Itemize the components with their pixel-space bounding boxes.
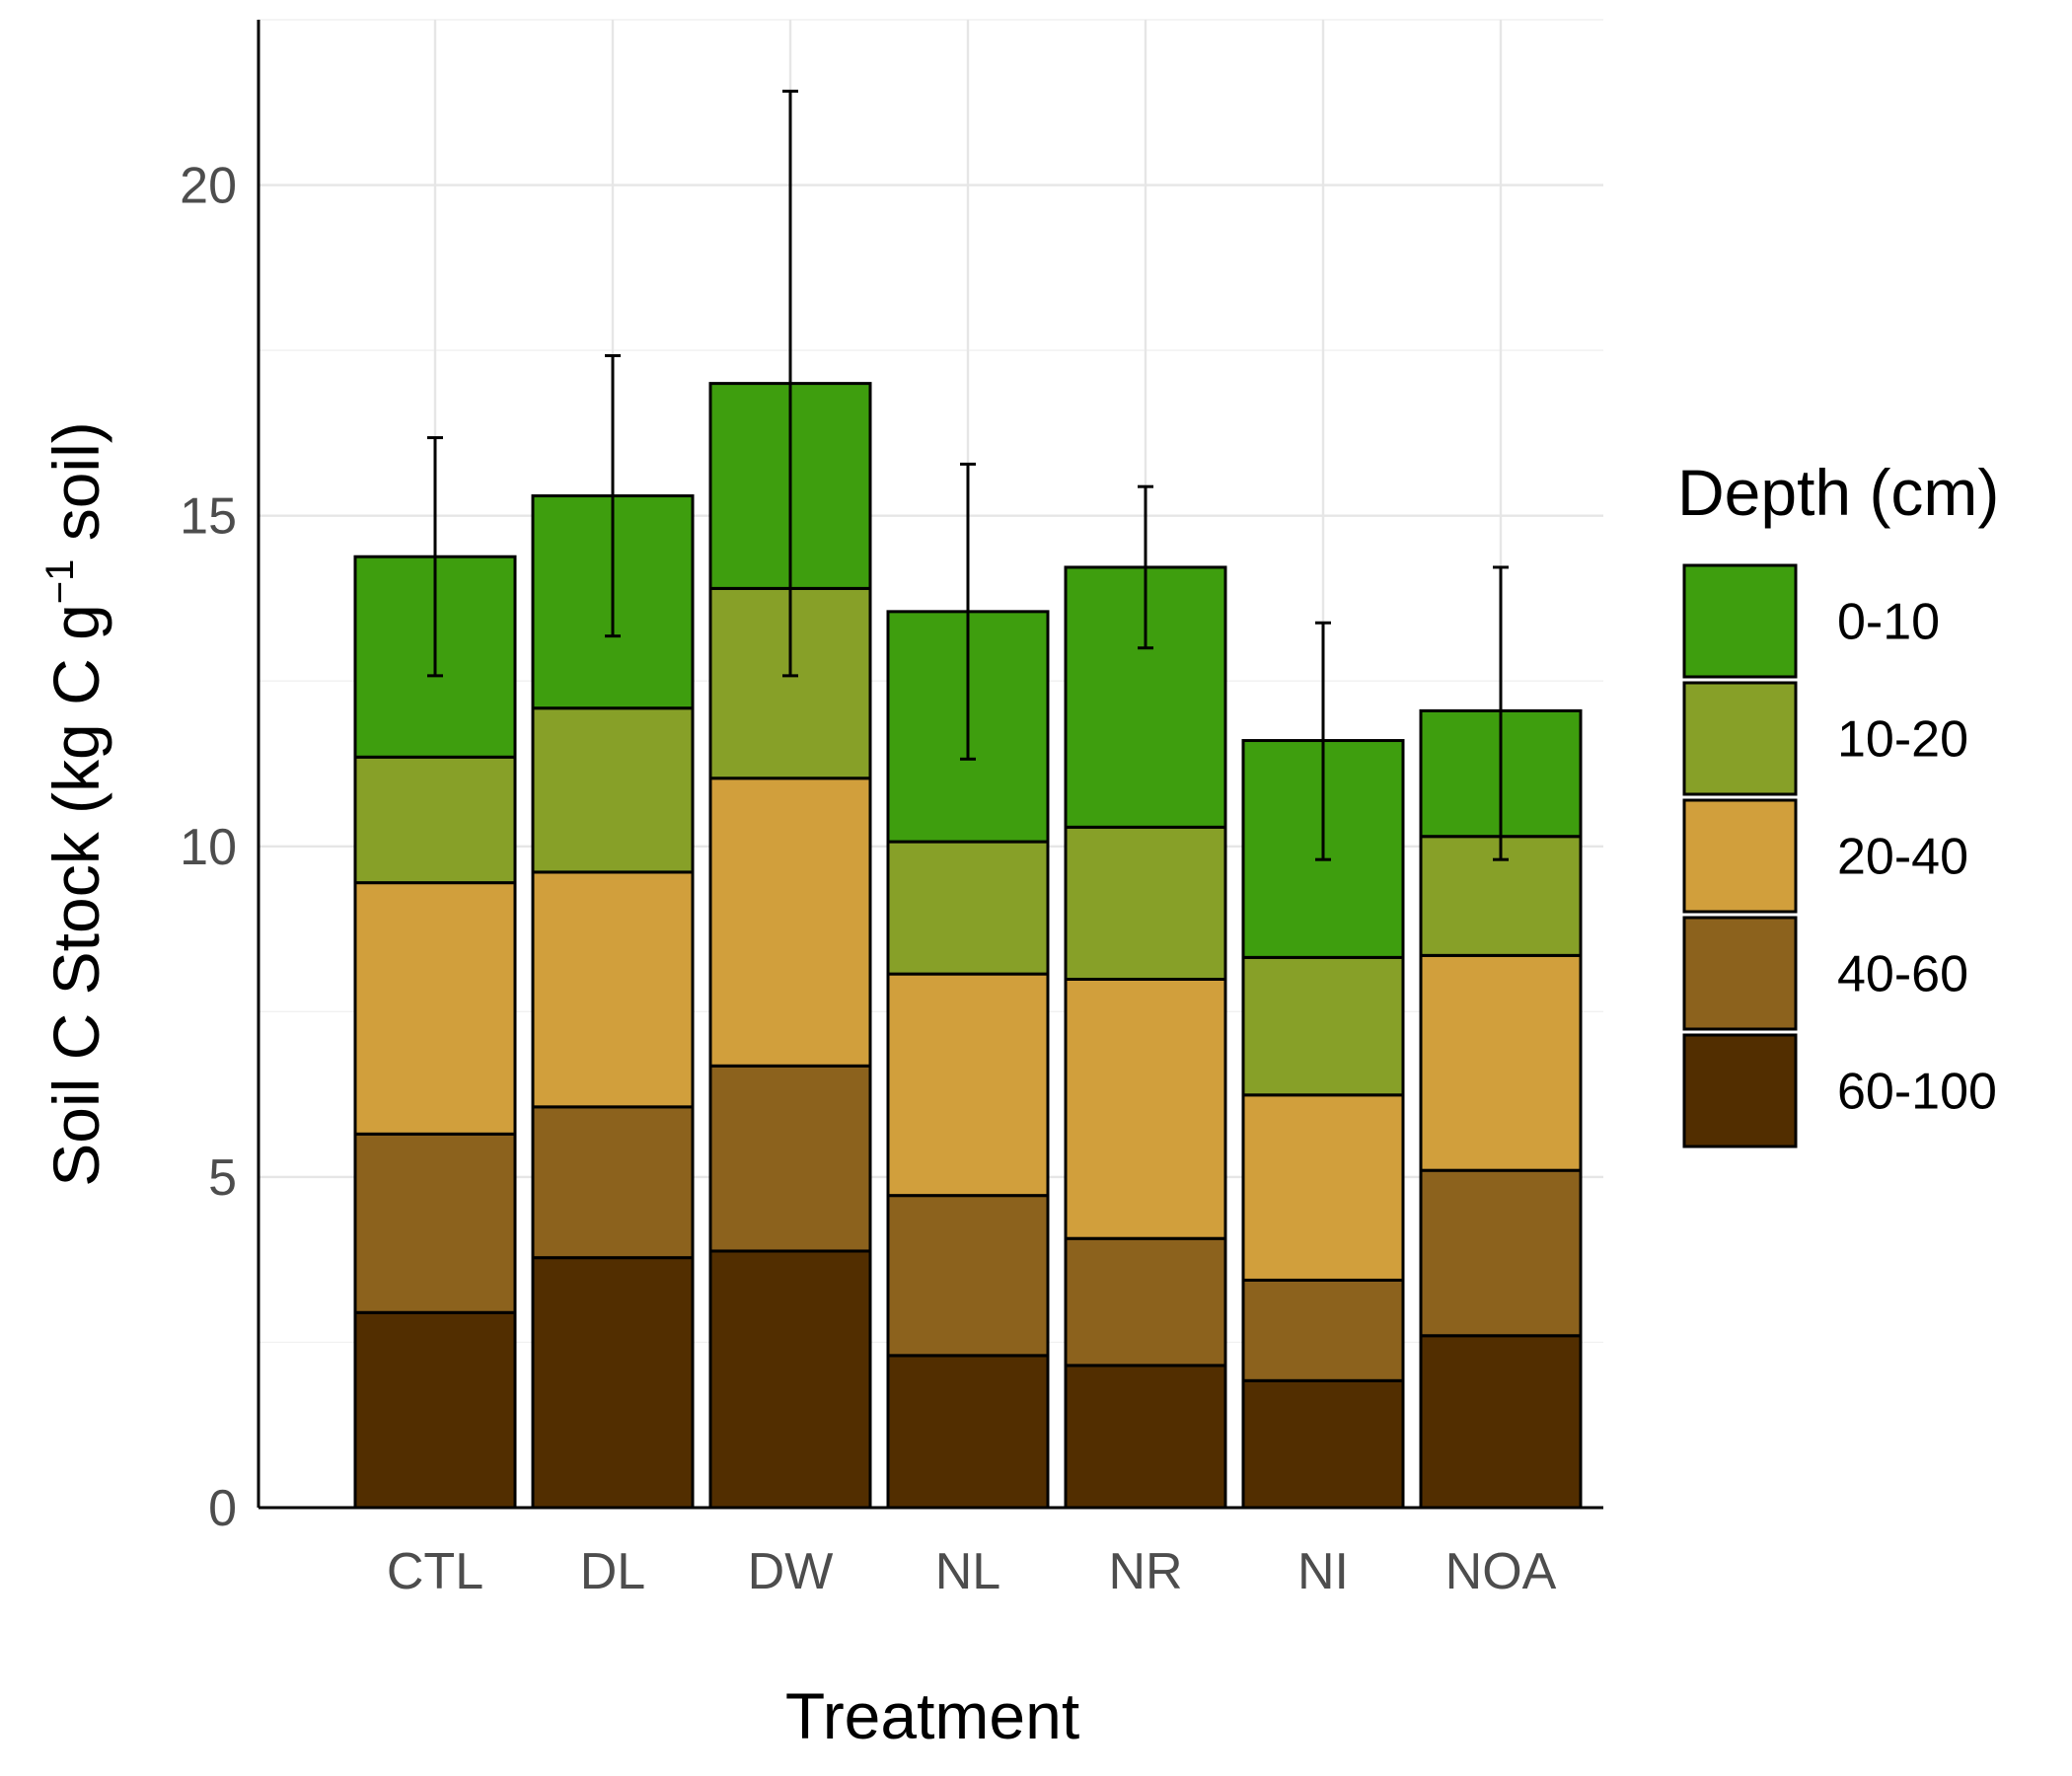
error-bars	[427, 89, 1509, 861]
bar-nl-20-40	[886, 972, 1050, 1198]
error-bar-dw	[782, 89, 798, 678]
x-tick-label-ni: NI	[1297, 1543, 1349, 1600]
legend-label-20-40: 20-40	[1837, 829, 1968, 886]
x-axis-title: Treatment	[785, 1679, 1079, 1752]
bar-ni-10-20	[1241, 955, 1405, 1097]
legend-label-40-60: 40-60	[1837, 946, 1968, 1003]
tick-labels: 0 5 10 15 20 CTL DL DW NL NR NI NOA	[180, 158, 1557, 1600]
y-tick-label: 15	[180, 488, 237, 546]
legend-key-40-60	[1682, 916, 1798, 1031]
bar-ctl-40-60	[353, 1132, 517, 1314]
x-tick-label-ctl: CTL	[387, 1543, 483, 1600]
x-tick-label-dl: DL	[580, 1543, 645, 1600]
bar-ni-40-60	[1241, 1278, 1405, 1382]
bar-nl-60-100	[886, 1354, 1050, 1510]
x-tick-label-nl: NL	[935, 1543, 1000, 1600]
y-tick-label: 5	[208, 1149, 237, 1207]
legend: Depth (cm) 0-10 10-20 20-40 40-60 60-100	[1677, 456, 1999, 1148]
bar-ctl-60-100	[353, 1310, 517, 1510]
y-axis-title-prefix: Soil C Stock (kg C g	[39, 604, 112, 1187]
x-tick-label-noa: NOA	[1445, 1543, 1557, 1600]
legend-key-20-40	[1682, 798, 1798, 914]
error-bar-ni	[1315, 621, 1331, 861]
bar-dw-40-60	[708, 1064, 872, 1253]
bar-nr-40-60	[1064, 1236, 1227, 1368]
y-tick-label: 0	[208, 1480, 237, 1537]
bar-ctl-20-40	[353, 881, 517, 1136]
bar-dl-40-60	[531, 1105, 695, 1260]
legend-key-0-10	[1682, 563, 1798, 679]
bar-dl-20-40	[531, 870, 695, 1109]
legend-label-10-20: 10-20	[1837, 711, 1968, 769]
axes	[257, 20, 1603, 1510]
bar-nr-20-40	[1064, 977, 1227, 1240]
error-bar-noa	[1493, 565, 1509, 861]
error-bar-dl	[605, 353, 621, 638]
y-axis-title-suffix: soil)	[39, 421, 112, 558]
bar-dw-20-40	[708, 777, 872, 1068]
bar-ctl-10-20	[353, 755, 517, 885]
error-bar-ctl	[427, 436, 443, 678]
bar-dl-10-20	[531, 706, 695, 874]
error-bar-nl	[960, 462, 976, 761]
y-tick-label: 20	[180, 158, 237, 215]
bar-nl-10-20	[886, 840, 1050, 976]
bar-dl-60-100	[531, 1256, 695, 1510]
bar-noa-40-60	[1419, 1168, 1583, 1338]
bar-noa-10-20	[1419, 835, 1583, 957]
bar-nr-60-100	[1064, 1364, 1227, 1510]
legend-label-60-100: 60-100	[1837, 1064, 1997, 1121]
y-tick-label: 10	[180, 819, 237, 876]
legend-key-60-100	[1682, 1033, 1798, 1148]
bar-nr-10-20	[1064, 825, 1227, 981]
bar-nl-40-60	[886, 1194, 1050, 1358]
y-axis-title-superscript: −1	[38, 559, 82, 605]
bar-noa-60-100	[1419, 1334, 1583, 1510]
bar-ni-20-40	[1241, 1093, 1405, 1282]
bar-ni-60-100	[1241, 1378, 1405, 1510]
y-axis-title: Soil C Stock (kg C g−1 soil)	[38, 421, 112, 1187]
x-tick-label-nr: NR	[1108, 1543, 1182, 1600]
legend-title: Depth (cm)	[1677, 456, 1999, 529]
legend-label-0-10: 0-10	[1837, 594, 1940, 651]
error-bar-nr	[1138, 484, 1153, 650]
bar-noa-20-40	[1419, 953, 1583, 1172]
x-tick-label-dw: DW	[748, 1543, 834, 1600]
legend-key-10-20	[1682, 681, 1798, 796]
bar-dw-60-100	[708, 1249, 872, 1510]
